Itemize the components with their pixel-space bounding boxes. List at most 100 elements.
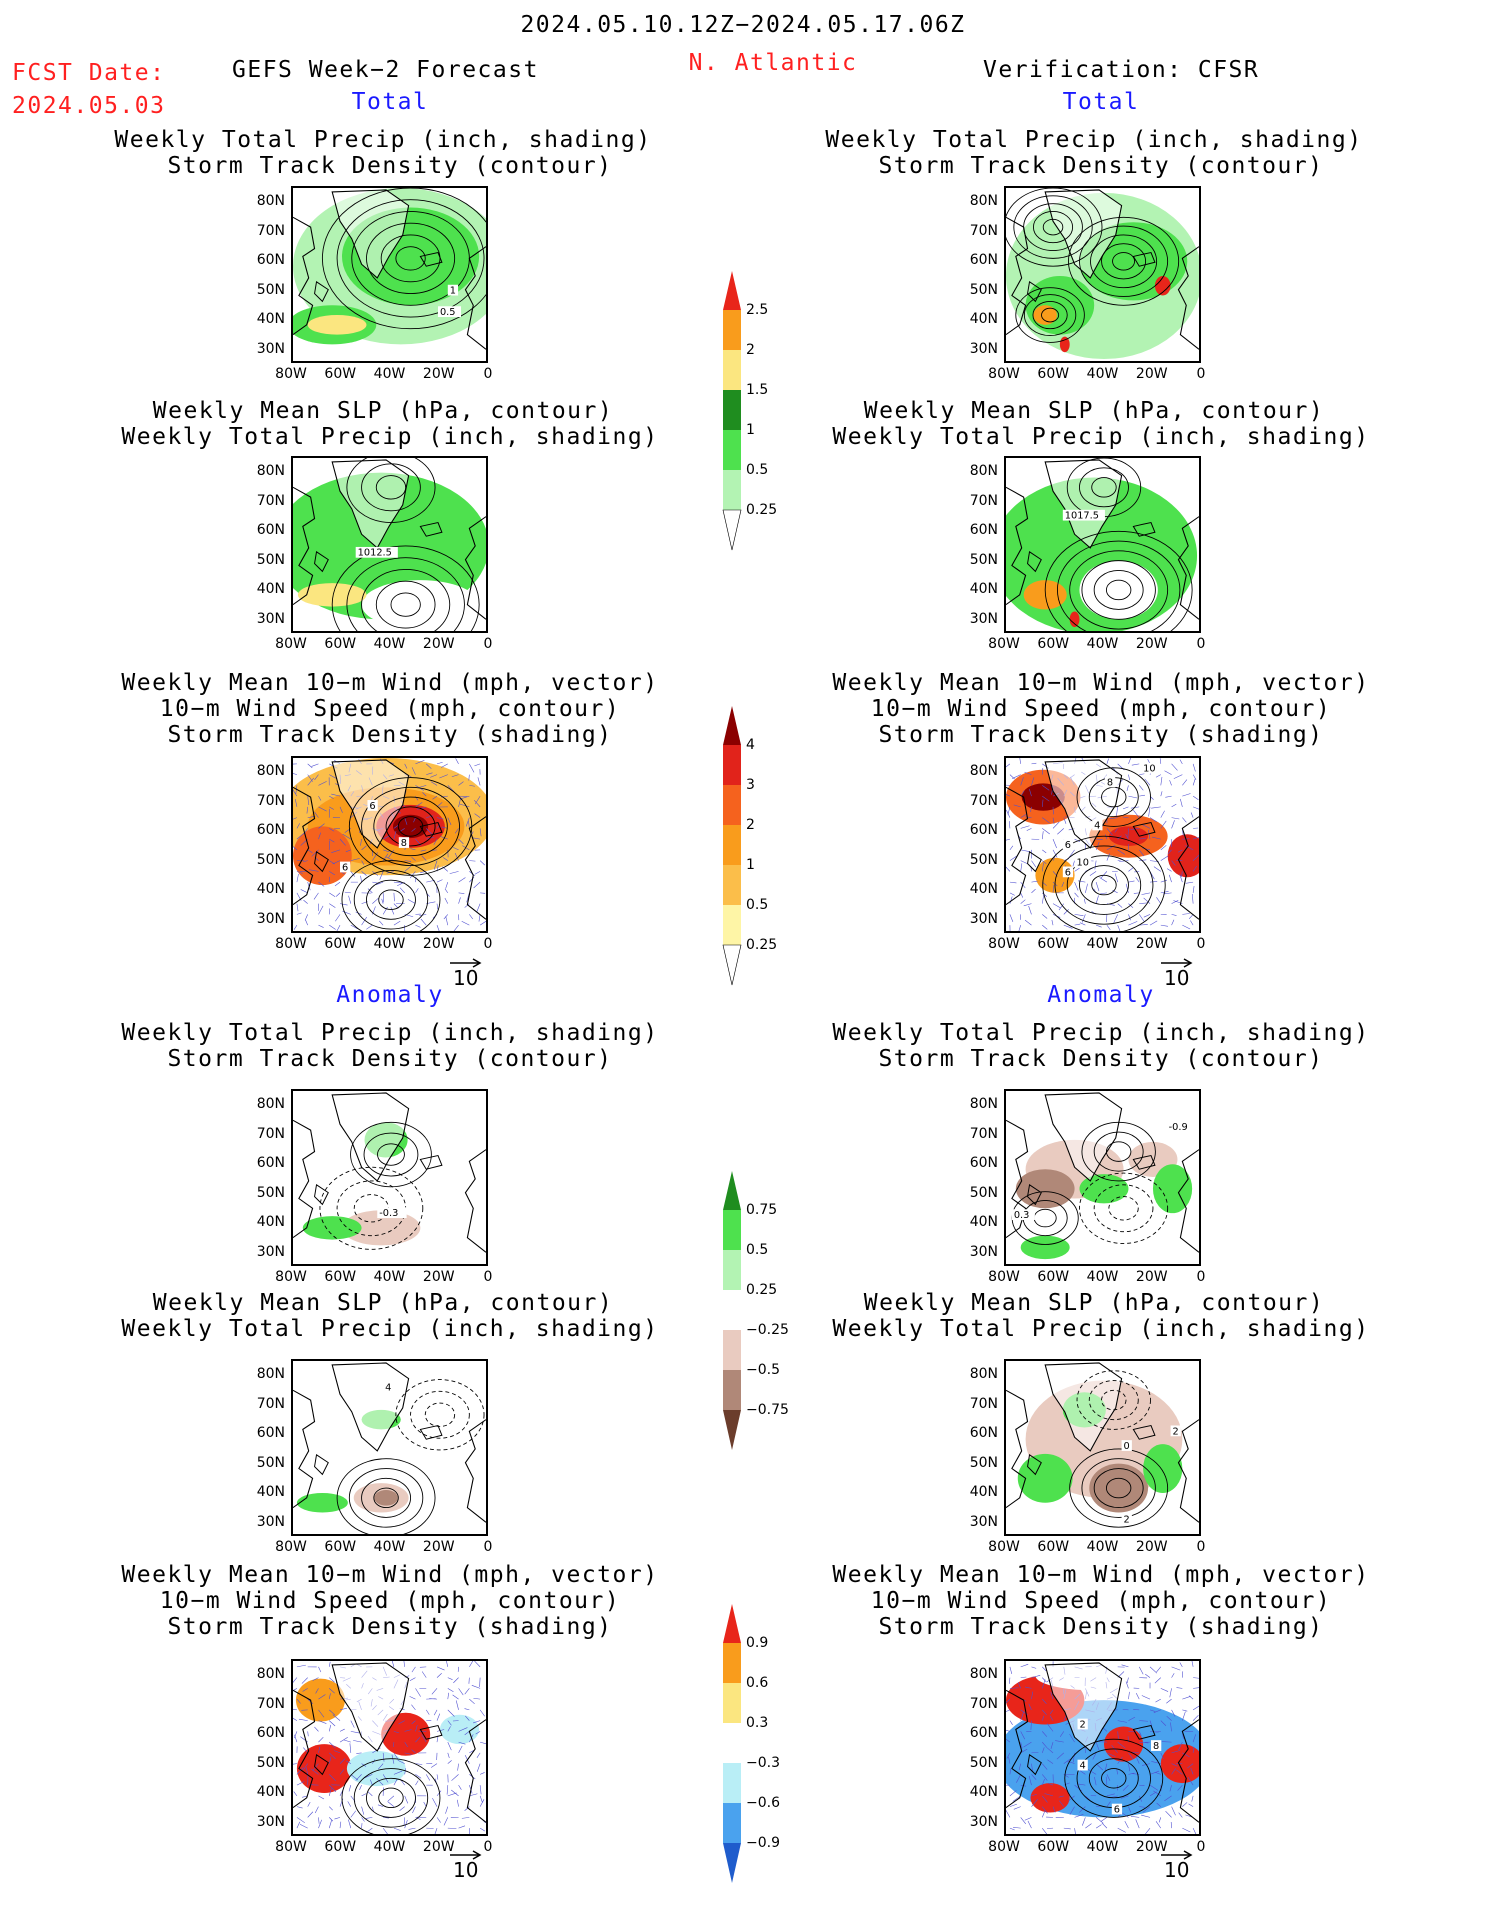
lon-tick-label: 20W [422,1539,455,1555]
lon-tick-label: 0 [1196,1539,1206,1555]
svg-text:10: 10 [1143,764,1155,775]
lon-tick-label: 0 [483,366,493,382]
lat-tick-label: 60N [256,1725,285,1741]
lat-tick-label: 40N [256,311,285,327]
lat-tick-label: 60N [969,252,998,268]
lon-tick-label: 20W [1135,1839,1168,1855]
panel-title-l4-line1: Weekly Total Precip (inch, shading) [121,1020,659,1046]
map-panel-l1: 1 0.5 [291,186,488,363]
reference-vector-r6: 10 [1161,1850,1193,1882]
lat-tick-label: 40N [256,1214,285,1230]
lon-tick-label: 20W [1135,1539,1168,1555]
lon-tick-label: 20W [422,1839,455,1855]
arrow-right-icon [1161,958,1193,968]
panel-title-l1-line2: Storm Track Density (contour) [167,153,613,179]
panel-title-r2-line2: Weekly Total Precip (inch, shading) [832,424,1370,450]
reference-vector-l3: 10 [450,958,482,990]
verification-title: Verification: CFSR [983,57,1260,83]
lat-tick-label: 60N [969,822,998,838]
lon-tick-label: 80W [275,366,307,382]
map-panel-r6: 2 8 4 6 [1004,1659,1201,1836]
panel-title-r1-line2: Storm Track Density (contour) [878,153,1324,179]
lat-tick-label: 50N [969,281,998,298]
lon-tick-label: 80W [988,636,1020,652]
lat-tick-label: 80N [256,1366,285,1382]
lon-tick-label: 80W [275,936,307,952]
lat-tick-label: 70N [256,222,285,239]
lat-tick-label: 80N [969,193,998,209]
panel-title-r3-line1: Weekly Mean 10−m Wind (mph, vector) [832,670,1370,696]
colorbar-label: −0.9 [746,1835,780,1851]
lon-tick-label: 0 [1196,636,1206,652]
lon-tick-label: 40W [1086,1539,1119,1555]
lat-tick-label: 40N [969,1214,998,1230]
colorbar-label: 0.75 [746,1202,778,1218]
lon-tick-label: 40W [1086,936,1119,952]
lat-tick-label: 30N [969,1243,998,1260]
fcst-date-label: FCST Date: [12,60,166,86]
lon-tick-label: 0 [1196,1839,1206,1855]
svg-text:6: 6 [1065,840,1071,851]
lon-tick-label: 60W [324,1839,357,1855]
lon-tick-label: 20W [422,636,455,652]
panel-title-r3-line3: Storm Track Density (shading) [878,722,1324,748]
lon-tick-label: 40W [1086,1839,1119,1855]
map-panel-l4: -0.3 [291,1089,488,1266]
colorbar-label: 0.3 [746,1715,769,1731]
lat-tick-label: 40N [969,881,998,897]
lon-tick-label: 0 [483,1839,493,1855]
colorbar-label: 0.25 [746,1282,778,1298]
panel-title-l5-line2: Weekly Total Precip (inch, shading) [121,1316,659,1342]
lat-tick-label: 50N [256,851,285,868]
lat-tick-label: 60N [969,1425,998,1441]
svg-text:-0.3: -0.3 [379,1208,398,1219]
colorbar-label: 4 [746,737,755,753]
lon-tick-label: 40W [1086,366,1119,382]
panel-title-l2-line2: Weekly Total Precip (inch, shading) [121,424,659,450]
panel-title-l3-line1: Weekly Mean 10−m Wind (mph, vector) [121,670,659,696]
lat-tick-label: 30N [969,340,998,357]
lon-tick-label: 0 [483,1539,493,1555]
lat-tick-label: 60N [969,522,998,538]
lon-tick-label: 60W [324,936,357,952]
colorbar-label: 3 [746,777,755,793]
lon-tick-label: 60W [1037,1269,1070,1285]
map-panel-r1 [1004,186,1201,363]
lat-tick-label: 50N [256,1754,285,1771]
lat-tick-label: 70N [969,792,998,809]
svg-text:8: 8 [401,838,407,849]
svg-text:1012.5: 1012.5 [358,548,392,559]
svg-text:-0.9: -0.9 [1169,1122,1188,1133]
svg-text:6: 6 [342,862,348,873]
lat-tick-label: 50N [256,281,285,298]
lat-tick-label: 30N [256,1513,285,1530]
lon-tick-label: 40W [373,1539,406,1555]
lon-tick-label: 60W [1037,636,1070,652]
lat-tick-label: 30N [969,1813,998,1830]
lon-tick-label: 80W [988,366,1020,382]
svg-text:6: 6 [369,801,375,812]
map-panel-r3: 8 10 6 6 10 4 [1004,756,1201,933]
lon-tick-label: 60W [324,1269,357,1285]
colorbar-label: 0.25 [746,937,778,953]
fcst-date-value: 2024.05.03 [12,93,166,119]
colorbar-label: 2 [746,342,755,358]
lon-tick-label: 20W [1135,936,1168,952]
lon-tick-label: 20W [1135,366,1168,382]
colorbar-label: 0.5 [746,462,769,478]
lon-tick-label: 80W [275,1269,307,1285]
lon-tick-label: 80W [988,936,1020,952]
svg-text:6: 6 [1114,1805,1120,1816]
lat-tick-label: 70N [969,492,998,509]
lon-tick-label: 80W [988,1839,1020,1855]
colorbar-label: −0.5 [746,1362,780,1378]
svg-text:2: 2 [1173,1426,1179,1437]
section-total-left: Total [351,89,429,115]
lat-tick-label: 80N [256,463,285,479]
colorbar-label: 0.5 [746,897,769,913]
lon-tick-label: 40W [373,636,406,652]
lon-tick-label: 0 [483,636,493,652]
lon-tick-label: 0 [483,936,493,952]
lat-tick-label: 70N [256,1695,285,1712]
